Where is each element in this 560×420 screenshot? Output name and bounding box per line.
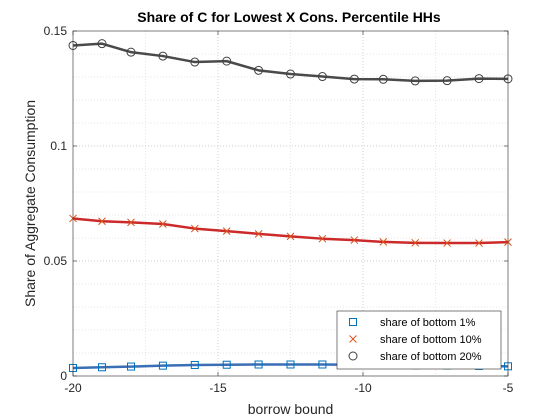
- x-axis-label: borrow bound: [248, 401, 334, 417]
- series-bottom-20pct: [68, 39, 513, 86]
- data-point: [222, 360, 231, 369]
- legend-marker: [349, 318, 357, 326]
- y-axis-label: Share of Aggregate Consumption: [22, 100, 38, 307]
- data-point: [410, 76, 420, 86]
- data-point: [254, 230, 263, 238]
- data-point: [474, 74, 484, 84]
- x-axis-ticks: -20 -15 -10 -5: [64, 31, 514, 395]
- data-point: [222, 227, 231, 235]
- data-point: [443, 239, 451, 247]
- y-tick-label: 0.1: [50, 139, 67, 153]
- data-point: [159, 220, 167, 228]
- data-point: [349, 74, 359, 84]
- data-point: [350, 236, 359, 244]
- data-point: [411, 238, 420, 247]
- data-point: [190, 57, 200, 67]
- y-tick-label: 0: [60, 369, 67, 383]
- data-point: [317, 72, 327, 82]
- data-point: [442, 76, 452, 86]
- data-point: [286, 69, 295, 79]
- y-tick-label: 0.15: [44, 24, 68, 38]
- data-point: [190, 360, 199, 369]
- data-point: [190, 224, 199, 233]
- data-point: [158, 51, 168, 61]
- data-point: [97, 39, 107, 49]
- series-bottom-10pct: [69, 214, 512, 247]
- data-point: [98, 363, 106, 372]
- series-line: [72, 42, 509, 83]
- legend-marker: [348, 351, 358, 361]
- data-point: [254, 360, 263, 369]
- data-point: [286, 360, 295, 369]
- x-tick-label: -20: [64, 381, 82, 395]
- y-tick-label: 0.05: [44, 254, 68, 268]
- legend-label: share of bottom 20%: [380, 351, 482, 363]
- data-point: [126, 47, 136, 57]
- legend-label: share of bottom 1%: [380, 317, 476, 329]
- data-point: [158, 361, 167, 370]
- x-tick-label: -10: [354, 381, 372, 395]
- data-point: [254, 65, 264, 75]
- plot-frame: [72, 30, 509, 377]
- data-point: [318, 234, 327, 243]
- data-point: [222, 56, 232, 66]
- data-point: [318, 360, 327, 369]
- data-point: [98, 217, 106, 226]
- legend-label: share of bottom 10%: [380, 334, 482, 346]
- data-point: [286, 232, 295, 241]
- y-axis-ticks: 0 0.05 0.1 0.15: [44, 24, 508, 383]
- data-point: [379, 238, 388, 246]
- data-point: [127, 218, 135, 227]
- legend: share of bottom 1% share of bottom 10% sha…: [336, 310, 502, 370]
- x-tick-label: -5: [503, 381, 514, 395]
- chart-title: Share of C for Lowest X Cons. Percentile…: [137, 9, 441, 25]
- x-tick-label: -15: [209, 381, 227, 395]
- legend-marker: [349, 335, 357, 343]
- data-point: [475, 239, 483, 247]
- data-point: [127, 362, 135, 371]
- data-point: [378, 74, 388, 84]
- legend-box: [336, 310, 502, 370]
